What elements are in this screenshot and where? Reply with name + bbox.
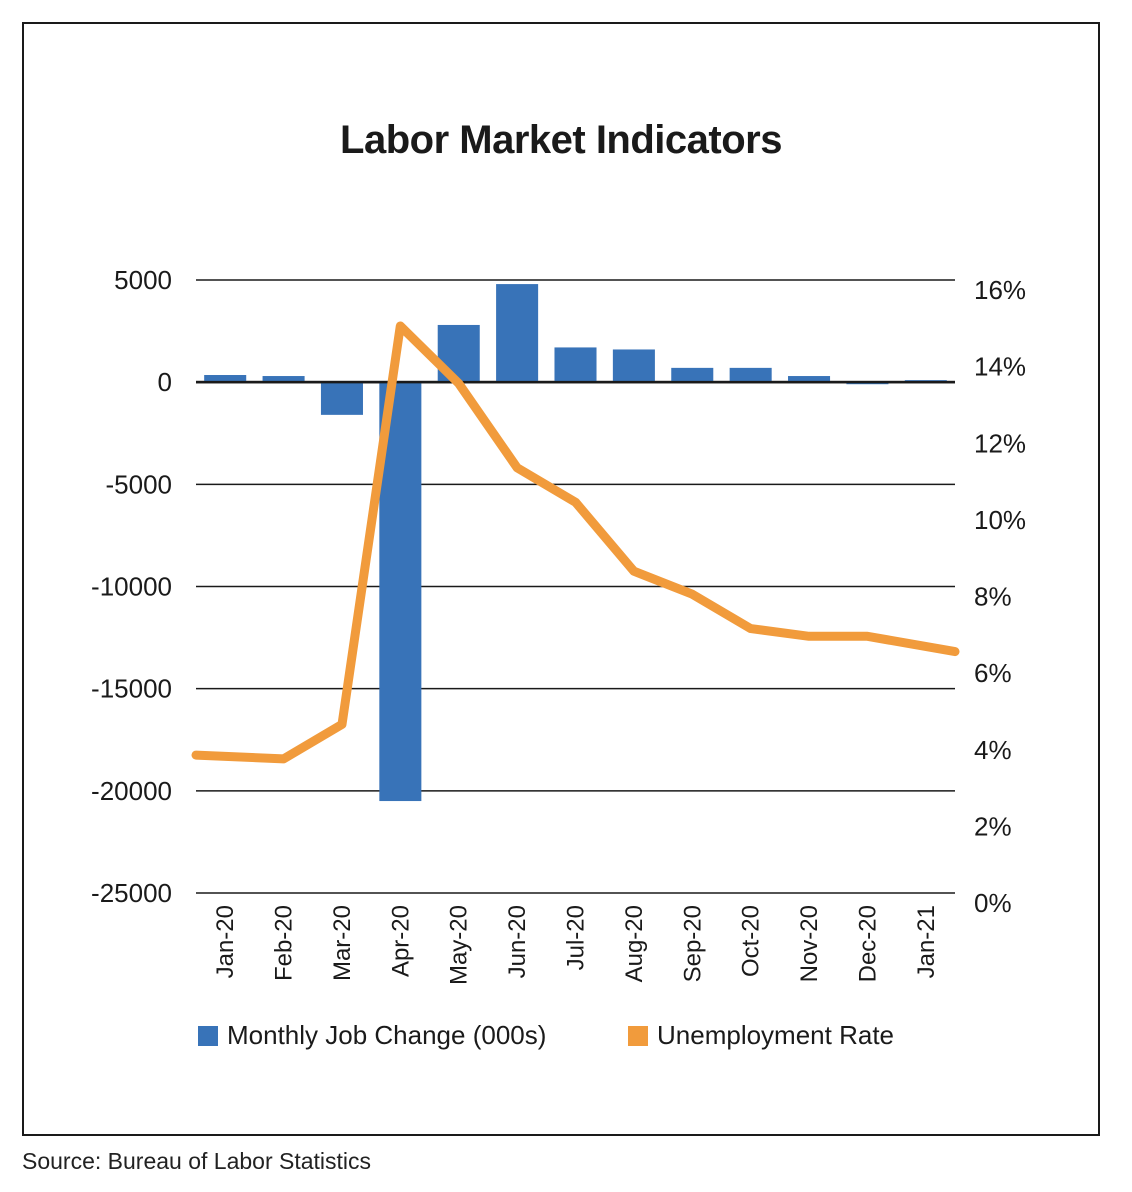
y-right-tick-label: 8%	[974, 582, 1012, 612]
x-tick-label: Sep-20	[679, 905, 706, 982]
bar	[671, 367, 714, 383]
y-right-tick-label: 4%	[974, 735, 1012, 765]
y-right-tick-label: 12%	[974, 428, 1026, 458]
x-tick-label: Mar-20	[329, 905, 356, 981]
bar	[320, 382, 363, 415]
legend-swatch-unemployment	[628, 1025, 648, 1046]
bar	[729, 367, 772, 383]
bar	[788, 376, 831, 383]
y-left-tick-label: -15000	[91, 674, 172, 704]
chart-frame	[22, 22, 1100, 1136]
y-right-tick-label: 6%	[974, 658, 1012, 688]
x-tick-label: Apr-20	[387, 905, 414, 977]
x-tick-label: Feb-20	[271, 905, 298, 981]
x-tick-label: Oct-20	[738, 905, 765, 977]
bar	[262, 376, 305, 383]
y-left-tick-label: -10000	[91, 572, 172, 602]
x-tick-label: Nov-20	[796, 905, 823, 982]
x-tick-label: Jan-21	[913, 905, 940, 978]
x-tick-label: May-20	[446, 905, 473, 985]
source-note: Source: Bureau of Labor Statistics	[22, 1148, 372, 1174]
legend-item-unemployment: Unemployment Rate	[628, 1020, 894, 1051]
y-right-tick-label: 2%	[974, 811, 1012, 841]
legend-label-job-change: Monthly Job Change (000s)	[227, 1020, 547, 1050]
legend-swatch-job-change	[198, 1025, 218, 1046]
bar	[554, 347, 597, 383]
x-tick-label: Dec-20	[854, 905, 881, 982]
x-tick-label: Jan-20	[212, 905, 239, 978]
y-left-tick-label: -5000	[106, 469, 173, 499]
bar	[204, 375, 247, 383]
y-left-tick-label: 0	[158, 367, 172, 397]
y-right-tick-label: 16%	[974, 275, 1026, 305]
bar	[612, 349, 655, 383]
y-left-tick-label: -20000	[91, 776, 172, 806]
y-left-tick-label: -25000	[91, 878, 172, 908]
unemployment-rate-line	[191, 321, 960, 764]
y-right-tick-label: 0%	[974, 888, 1012, 918]
y-left-tick-label: 5000	[114, 265, 172, 295]
bar	[496, 284, 539, 383]
x-tick-label: Jun-20	[504, 905, 531, 978]
x-tick-label: Jul-20	[563, 905, 590, 970]
y-right-tick-label: 14%	[974, 352, 1026, 382]
y-right-tick-label: 10%	[974, 505, 1026, 535]
x-tick-label: Aug-20	[621, 905, 648, 982]
chart-title: Labor Market Indicators	[340, 118, 782, 162]
legend-label-unemployment: Unemployment Rate	[657, 1020, 894, 1050]
legend-item-job-change: Monthly Job Change (000s)	[198, 1020, 546, 1051]
